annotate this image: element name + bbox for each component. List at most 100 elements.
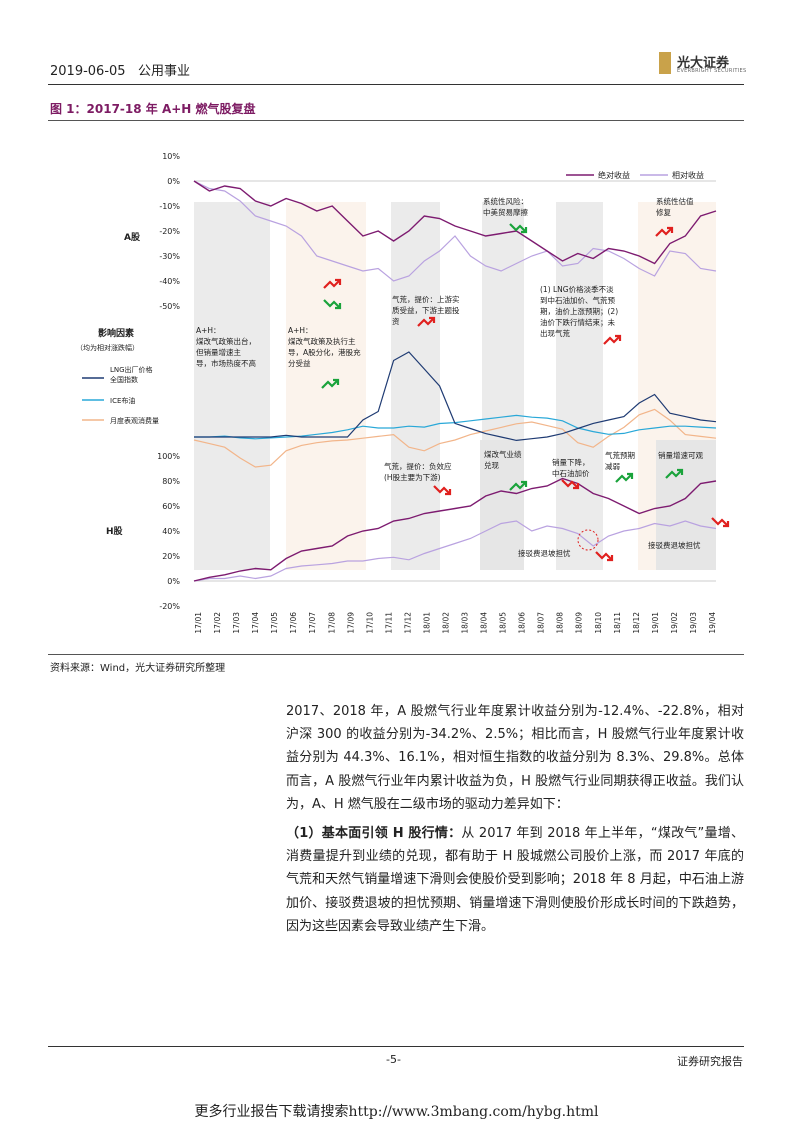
- arrow-red-down: [711, 517, 729, 527]
- arrow-red-down-head: [445, 489, 452, 496]
- annotation-coal-perf: 煤改气业绩: [484, 449, 522, 459]
- h-ytick-label: 40%: [162, 527, 180, 536]
- arrow-red-down: [595, 551, 613, 561]
- arrow-green-up-head: [677, 468, 684, 475]
- annotation-ah1: 导，市场热度不高: [196, 358, 256, 368]
- arrow-green-up-head: [627, 472, 634, 479]
- x-tick-label: 17/06: [289, 612, 298, 634]
- annotation-ah1: 煤改气政策出台，: [196, 336, 256, 346]
- header-date-sector: 2019-06-05 公用事业: [50, 60, 190, 79]
- x-tick-label: 17/10: [365, 612, 374, 634]
- legend-lng-label: LNG出厂价格: [110, 365, 153, 374]
- h-ytick-label: 80%: [162, 477, 180, 486]
- arrow-red-up: [655, 227, 673, 237]
- annotation-fee1: 接驳费退坡担忧: [518, 548, 571, 558]
- h-ytick-label: -20%: [159, 602, 180, 611]
- figure-title-rule: [48, 120, 744, 121]
- annotation-sales-drop: 中石油加价: [552, 468, 590, 478]
- logo-mark-icon: [659, 52, 671, 74]
- x-tick-label: 17/01: [194, 612, 203, 634]
- h-panel-label: H股: [106, 526, 124, 537]
- arrow-green-down-head: [521, 227, 528, 234]
- arrow-red-up-head: [615, 334, 622, 341]
- annotation-ah1: A+H：: [196, 326, 221, 335]
- arrow-red-up: [323, 279, 341, 289]
- body-text: 2017、2018 年，A 股燃气行业年度累计收益分别为-12.4%、-22.8…: [286, 700, 744, 938]
- annotation-gas-shortage: 气荒，提价：上游实: [392, 294, 460, 304]
- a-relative-line: [193, 180, 717, 282]
- lng-line: [194, 351, 717, 442]
- shade-band: [391, 202, 440, 570]
- h-relative-line: [193, 520, 717, 582]
- annotation-trade-war: 系统性风险：: [483, 196, 528, 206]
- figure-title: 图 1：2017-18 年 A+H 燃气股复盘: [50, 102, 256, 116]
- report-date: 2019-06-05: [50, 64, 126, 79]
- arrow-red-up: [417, 317, 435, 327]
- x-tick-label: 17/03: [232, 612, 241, 634]
- arrow-green-up: [509, 481, 527, 491]
- x-tick-label: 17/05: [270, 612, 279, 634]
- x-tick-label: 17/11: [384, 612, 393, 634]
- arrow-red-down-head: [607, 555, 614, 562]
- annotation-sales-up: 销量增速可观: [658, 450, 703, 460]
- h-ytick-label: 20%: [162, 552, 180, 561]
- arrow-green-up-head: [521, 480, 528, 487]
- paragraph-h-drivers: （1）基本面引领 H 股行情：从 2017 年到 2018 年上半年，“煤改气”…: [286, 822, 744, 938]
- arrow-green-up-head: [333, 378, 340, 385]
- h-ytick-label: 100%: [157, 452, 180, 461]
- paragraph-h-heading: （1）基本面引领 H 股行情：: [286, 826, 462, 842]
- report-sector: 公用事业: [137, 64, 190, 79]
- header-rule: [48, 84, 744, 85]
- footer-rule: [48, 1046, 744, 1047]
- annotation-lng: 油价下跌行情结束；未: [540, 317, 615, 327]
- arrow-red-up-head: [667, 226, 674, 233]
- a-ytick-label: -10%: [159, 202, 180, 211]
- arrow-red-up: [603, 335, 621, 345]
- legend-brent-label: ICE布油: [110, 396, 135, 405]
- arrow-green-up: [321, 379, 339, 389]
- brand-name: 光大证券: [677, 56, 730, 71]
- x-tick-label: 18/05: [499, 612, 508, 634]
- x-tick-label: 17/07: [308, 612, 317, 634]
- x-tick-label: 18/12: [632, 612, 641, 634]
- x-tick-label: 19/03: [689, 612, 698, 634]
- x-tick-label: 18/02: [442, 612, 451, 634]
- shade-band: [556, 202, 603, 570]
- x-tick-label: 18/01: [422, 612, 431, 634]
- legend-cons-label: 月度表观消费量: [110, 416, 159, 425]
- annotation-ah2: 导，A股分化，港股充: [288, 347, 361, 357]
- x-tick-label: 18/08: [556, 612, 565, 634]
- arrow-red-up-head: [335, 278, 342, 285]
- shade-band-light: [286, 202, 366, 570]
- legend-abs-label: 绝对收益: [598, 170, 630, 180]
- brent-line: [194, 414, 717, 440]
- annotation-h-shortage: (H股主要为下游): [384, 472, 441, 482]
- annotation-valuation: 系统性估值: [656, 196, 694, 206]
- factor-panel-subtitle: （均为相对涨跌幅）: [76, 343, 139, 352]
- x-tick-label: 17/09: [346, 612, 355, 634]
- annotation-gas-exp: 减弱: [605, 461, 620, 471]
- paragraph-h-text: 从 2017 年到 2018 年上半年，“煤改气”量增、消费量提升到业绩的兑现，…: [286, 826, 744, 934]
- download-note[interactable]: 更多行业报告下载请搜索http://www.3mbang.com/hybg.ht…: [194, 1104, 599, 1120]
- a-ytick-label: 0%: [167, 177, 180, 186]
- annotation-ah1: 但销量增速主: [196, 347, 241, 357]
- h-ytick-label: 0%: [167, 577, 180, 586]
- arrow-red-down-head: [723, 521, 730, 528]
- source-rule: [48, 654, 744, 655]
- h-absolute-line: [193, 477, 717, 582]
- arrow-green-up: [665, 469, 683, 479]
- consumption-line: [193, 408, 717, 468]
- x-tick-label: 17/08: [327, 612, 336, 634]
- arrow-red-down-head: [573, 483, 580, 490]
- arrow-red-down: [433, 485, 451, 495]
- legend-lng-label: 全国指数: [110, 375, 138, 384]
- x-tick-label: 18/07: [537, 612, 546, 634]
- annotation-gas-shortage: 质受益，下游主题投: [392, 305, 460, 315]
- annotation-gas-exp: 气荒预期: [605, 450, 635, 460]
- x-tick-label: 17/12: [403, 612, 412, 634]
- x-tick-label: 17/04: [251, 612, 260, 634]
- arrow-red-up-head: [429, 316, 436, 323]
- x-tick-label: 18/03: [461, 612, 470, 634]
- h-ytick-label: 60%: [162, 502, 180, 511]
